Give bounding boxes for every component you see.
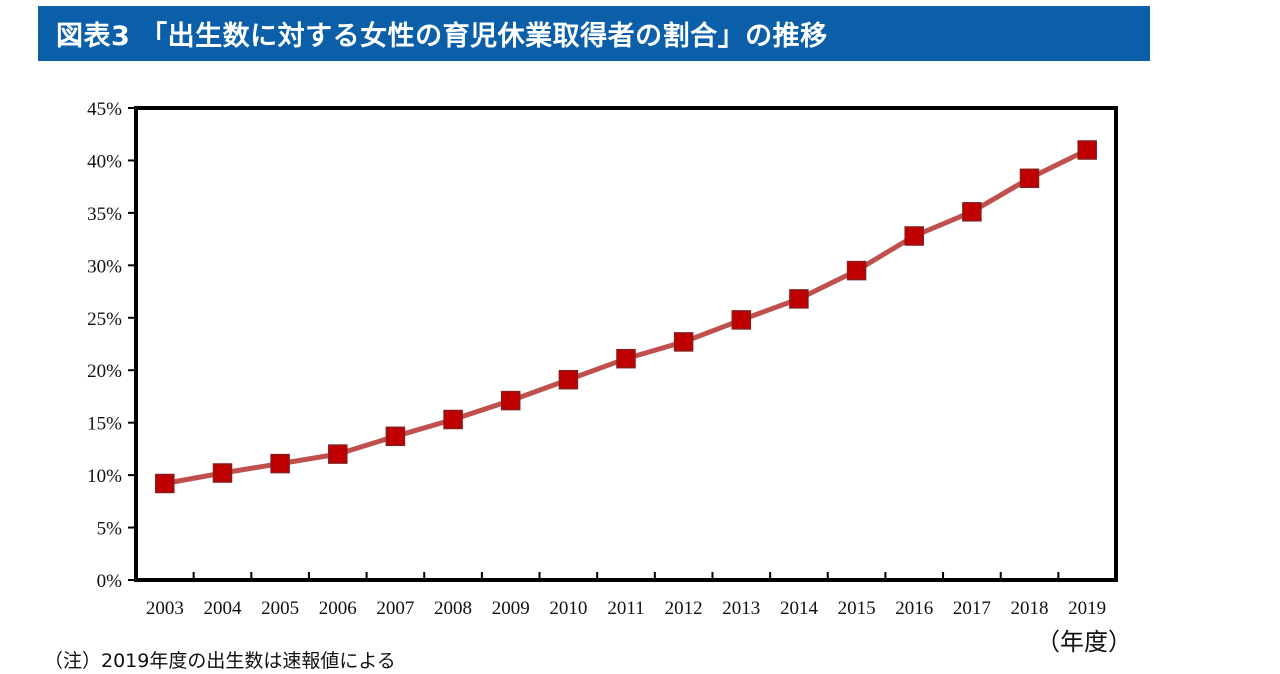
x-tick-label: 2012 <box>665 598 703 619</box>
data-point-marker <box>731 310 752 330</box>
x-tick-label: 2003 <box>146 598 184 619</box>
x-tick-label: 2008 <box>434 598 472 619</box>
data-point-marker <box>443 409 463 430</box>
data-point-marker <box>558 369 579 390</box>
title-bar: 図表3 「出生数に対する女性の育児休業取得者の割合」の推移 <box>38 6 1150 61</box>
y-tick-label: 45% <box>87 99 122 120</box>
x-tick-label: 2009 <box>492 598 530 619</box>
y-tick-label: 5% <box>97 519 123 540</box>
x-tick-label: 2016 <box>895 598 933 619</box>
data-point-marker <box>962 202 982 222</box>
data-point-marker <box>846 260 867 281</box>
data-point-marker <box>155 473 175 494</box>
data-point-marker <box>500 390 521 411</box>
x-tick-label: 2018 <box>1011 598 1049 619</box>
y-tick-label: 40% <box>87 151 122 172</box>
x-tick-label: 2006 <box>319 598 357 619</box>
y-axis: 0% 5% 10% 15% 20% 25% 30% 35% 40% 45% <box>87 99 136 592</box>
series-layer <box>164 147 1089 486</box>
y-tick-label: 20% <box>87 361 122 382</box>
x-tick-label: 2014 <box>780 598 819 619</box>
data-point-marker <box>1019 168 1040 189</box>
y-tick-label: 30% <box>87 256 122 277</box>
data-point-marker <box>904 226 924 246</box>
y-tick-label: 25% <box>87 309 122 330</box>
chart-title: 図表3 「出生数に対する女性の育児休業取得者の割合」の推移 <box>56 21 828 52</box>
x-tick-label: 2011 <box>607 598 644 619</box>
x-axis: 2003 2004 2005 2006 2007 2008 2009 2010 2011 2012… <box>146 572 1106 619</box>
series-line <box>164 147 1089 486</box>
data-point-marker <box>270 453 290 474</box>
footnote: （注）2019年度の出生数は速報値による <box>44 650 396 672</box>
data-point-marker <box>616 348 636 369</box>
y-tick-label: 15% <box>87 414 122 435</box>
data-point-marker <box>1077 140 1097 160</box>
marker-layer <box>155 140 1097 494</box>
x-tick-label: 2013 <box>722 598 760 619</box>
x-tick-label: 2007 <box>376 598 414 619</box>
x-tick-label: 2004 <box>203 598 242 619</box>
x-tick-label: 2017 <box>953 598 991 619</box>
y-tick-label: 35% <box>87 204 122 225</box>
plot-frame <box>134 106 1118 582</box>
data-point-marker <box>673 332 694 352</box>
y-tick-label: 0% <box>97 571 123 592</box>
x-tick-label: 2005 <box>261 598 299 619</box>
data-point-marker <box>789 289 809 309</box>
x-tick-label: 2015 <box>838 598 876 619</box>
x-tick-label: 2019 <box>1068 598 1106 619</box>
data-point-marker <box>328 444 348 464</box>
y-tick-label: 10% <box>87 466 122 487</box>
data-point-marker <box>212 463 233 483</box>
x-tick-label: 2010 <box>549 598 587 619</box>
data-point-marker <box>385 426 406 447</box>
x-axis-unit-label: （年度） <box>1036 628 1132 656</box>
